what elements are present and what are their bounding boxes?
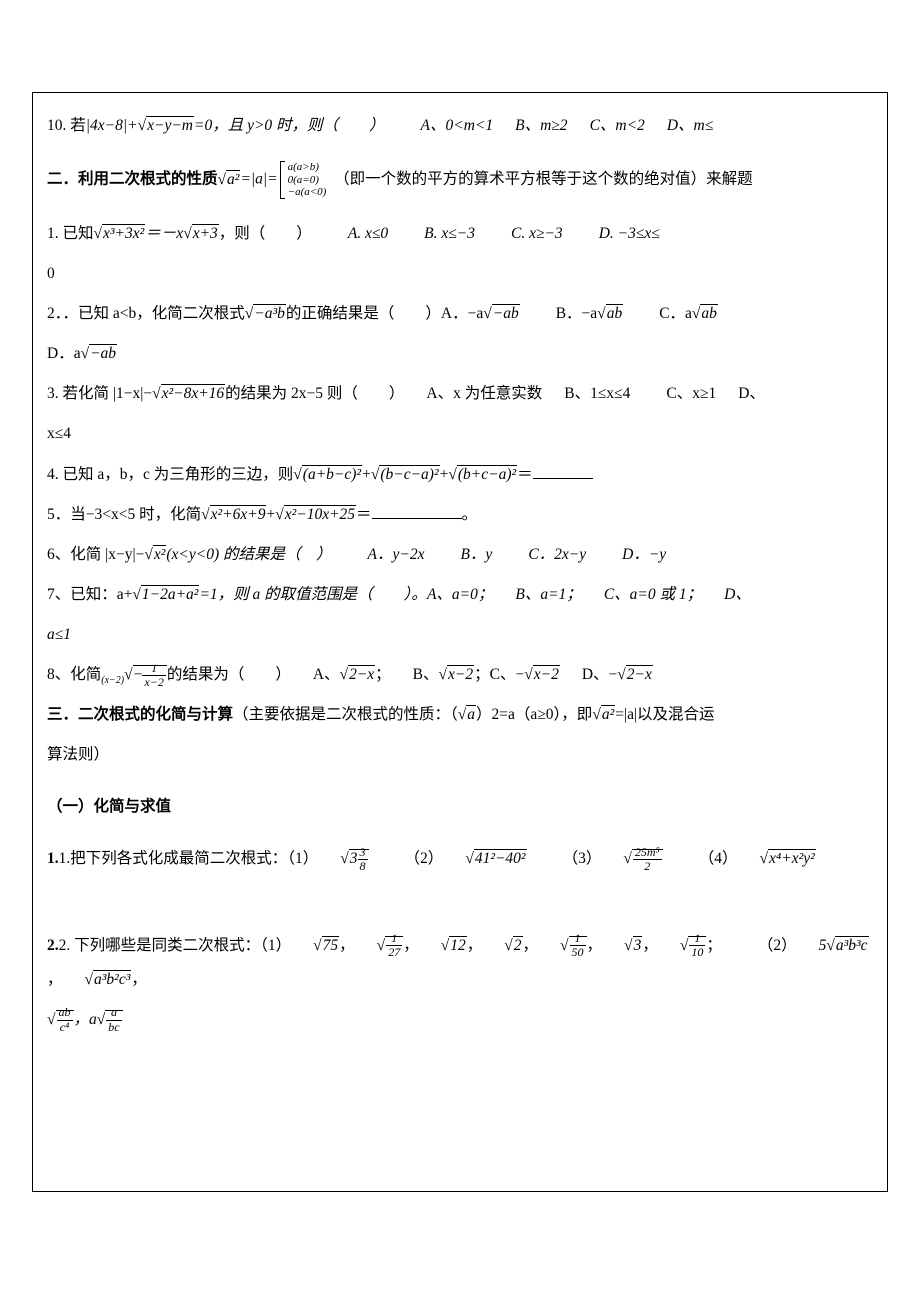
blank-line — [533, 462, 593, 479]
s2-q2: 2．．已知 a<b，化简二次根式−a³b的正确结果是（ ）A．−a−abB．−a… — [47, 297, 873, 331]
s2-q3-cont: x≤4 — [47, 417, 873, 451]
subsection-1: （一）化简与求值 — [47, 790, 873, 824]
s2-q7: 7、已知：a+1−2a+a²=1，则 a 的取值范围是（ ）。A、a=0；B、a… — [47, 578, 873, 612]
s2-q1: 1. 已知x³+3x²＝－xx+3，则（ ）A. x≤0B. x≤−3C. x≥… — [47, 217, 873, 251]
section-2-title: 二．利用二次根式的性质a²=|a|=a(a>b)0(a=0)−a(a<0) （即… — [47, 161, 873, 199]
s2-q2-cont: D．a−ab — [47, 337, 873, 371]
s3-q1: 1.1.把下列各式化成最简二次根式：（1）338（2）41²−40²（3）25m… — [47, 842, 873, 876]
s2-q5: 5．当−3<x<5 时，化简x²+6x+9+x²−10x+25＝。 — [47, 498, 873, 532]
s2-q4: 4. 已知 a，b，c 为三角形的三边，则(a+b−c)²+(b−c−a)²+(… — [47, 458, 873, 492]
q10: 10. 若|4x−8|+x−y−m=0，且 y>0 时，则（ ）A、0<m<1B… — [47, 109, 873, 143]
s2-q1-cont: 0 — [47, 257, 873, 291]
section-3-title: 三．二次根式的化简与计算（主要依据是二次根式的性质：（a）2=a（a≥0），即a… — [47, 698, 873, 732]
s2-q3: 3. 若化简 |1−x|−x²−8x+16的结果为 2x−5 则（ ）A、x 为… — [47, 377, 873, 411]
s3-q2-cont: abc⁴，aabc — [47, 1003, 873, 1037]
s2-q6: 6、化简 |x−y|−x²(x<y<0) 的结果是（ ）A．y−2xB．yC．2… — [47, 538, 873, 572]
s2-q7-cont: a≤1 — [47, 618, 873, 652]
blank-line — [372, 502, 462, 519]
piecewise-brace: a(a>b)0(a=0)−a(a<0) — [280, 161, 327, 199]
s2-q8: 8、化简(x−2)−1x−2的结果为（ ）A、2−x；B、x−2；C、−x−2D… — [47, 658, 873, 692]
s3-q2: 2.2. 下列哪些是同类二次根式：（1）75，127，12，2，150，3，11… — [47, 929, 873, 997]
section-3-cont: 算法则） — [47, 738, 873, 772]
